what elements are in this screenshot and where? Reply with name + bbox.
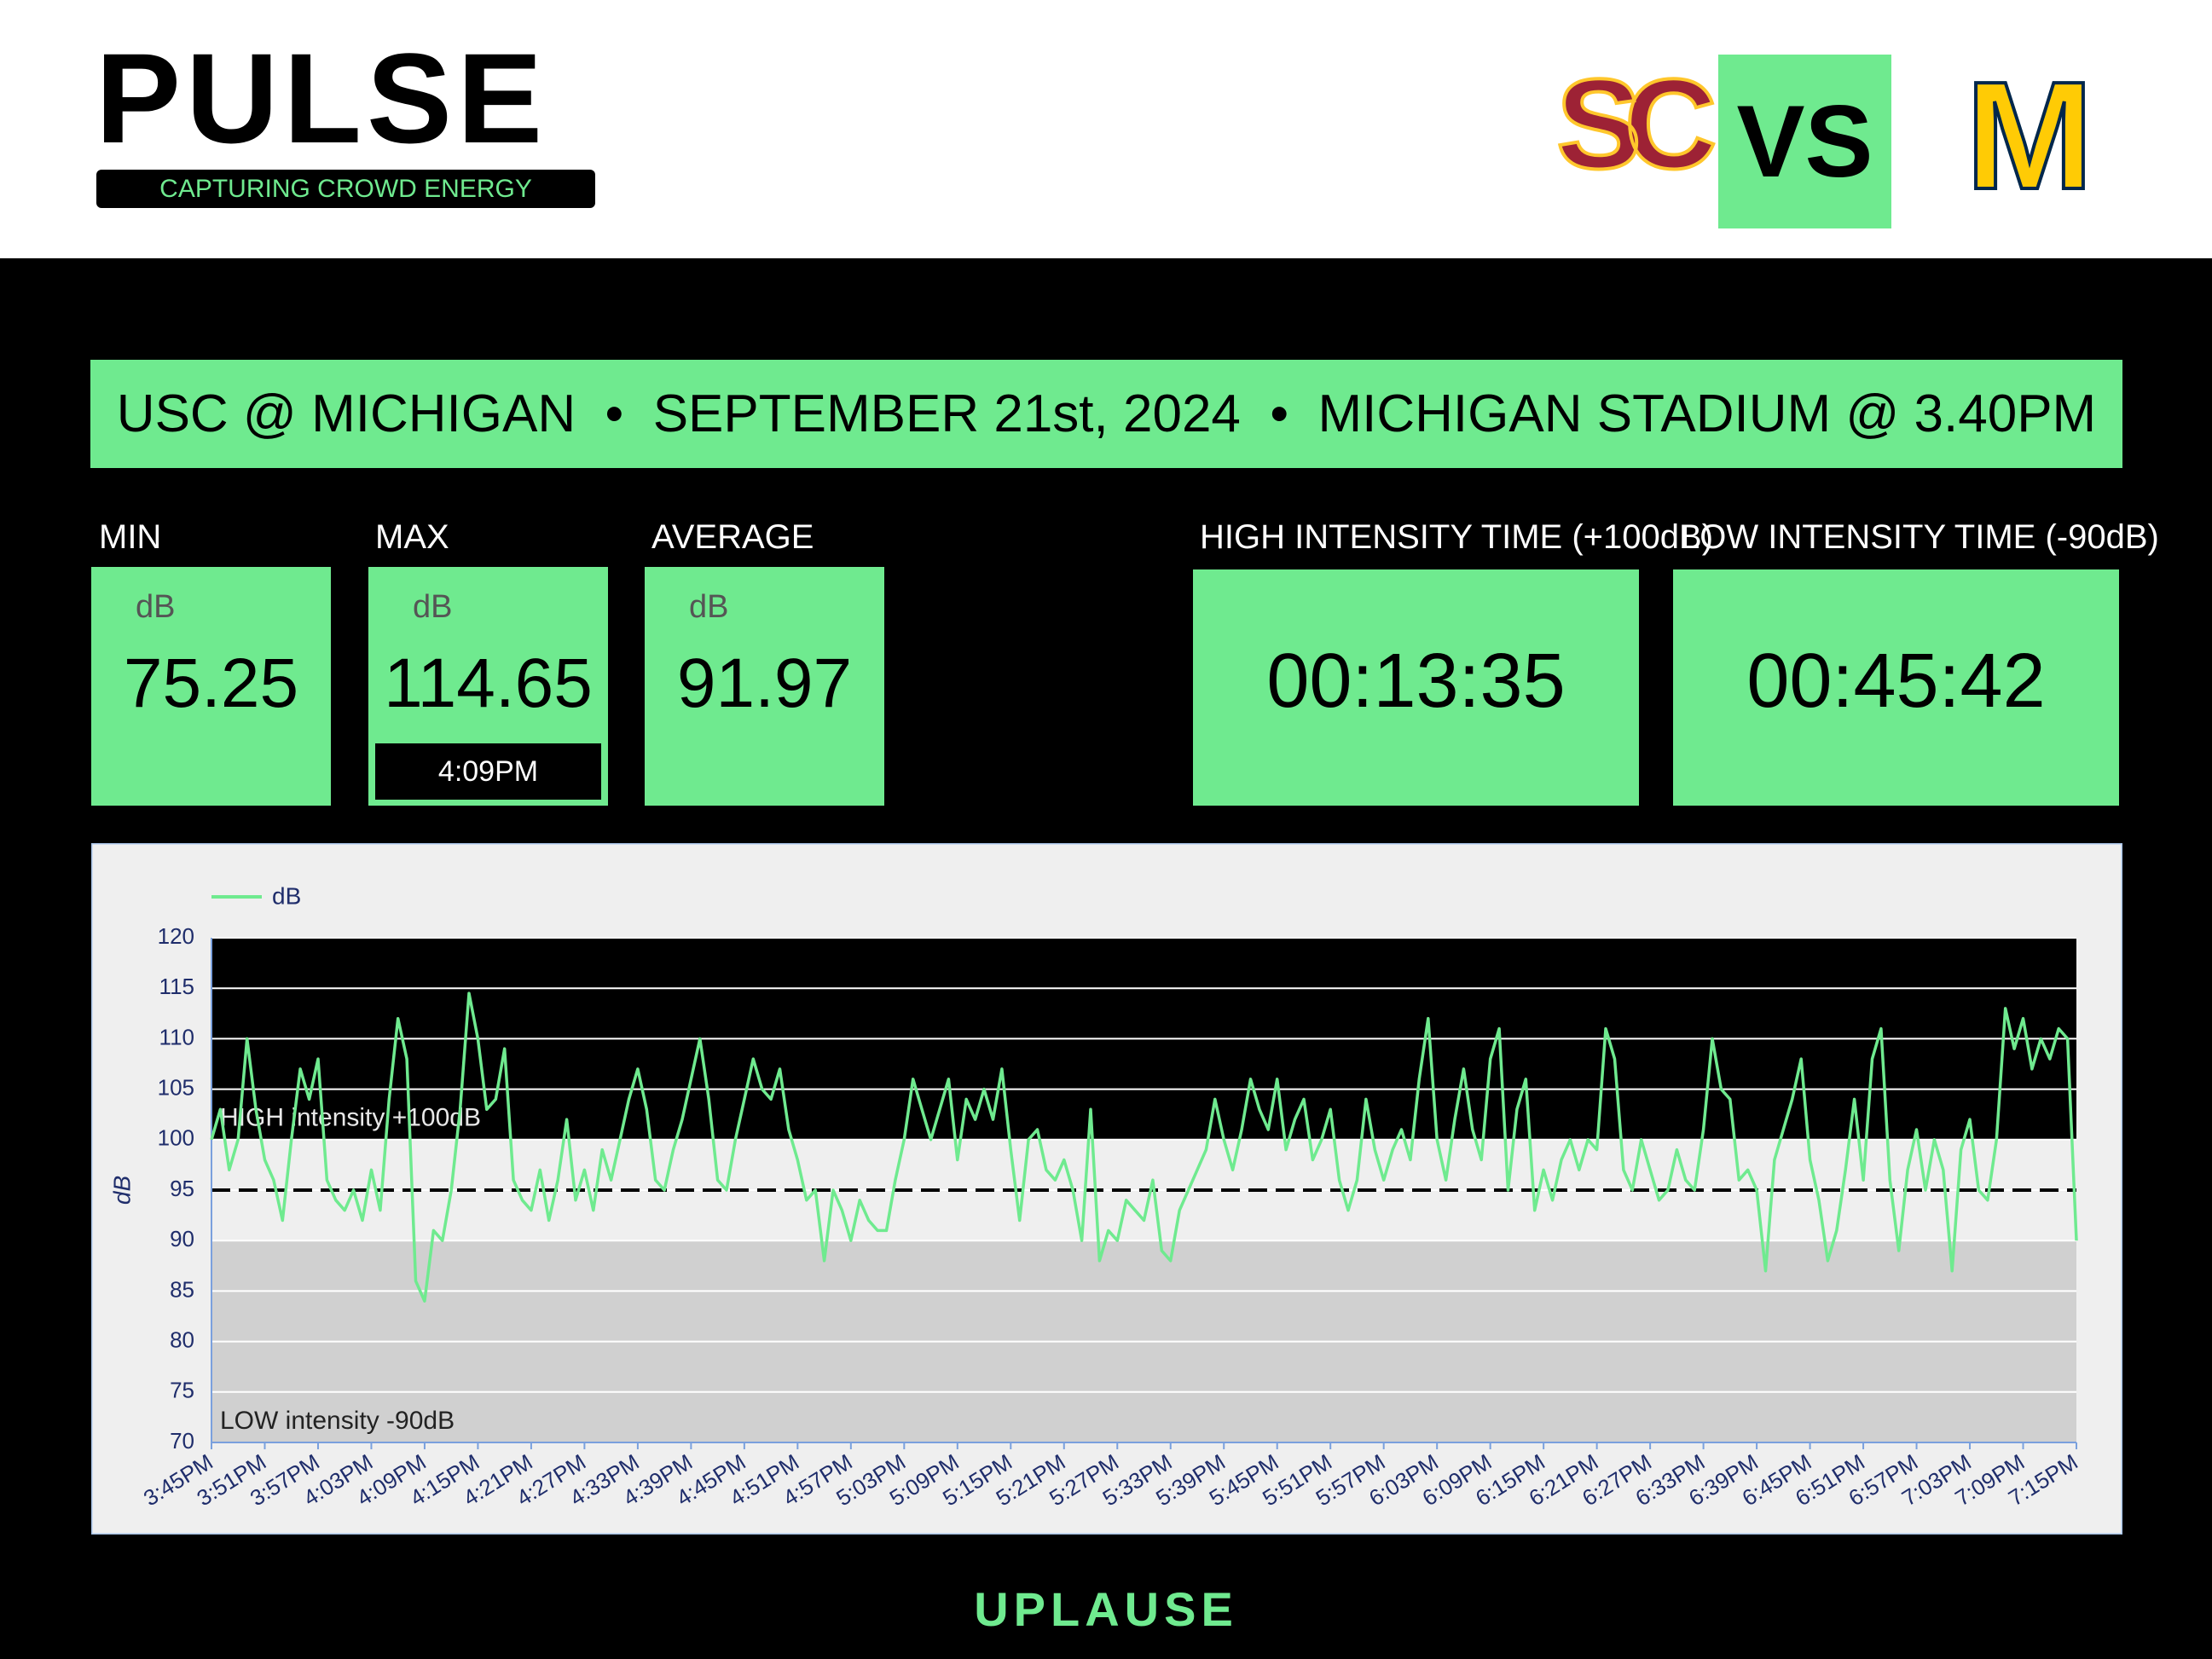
- stat-label: MAX: [375, 518, 449, 556]
- logo: PULSE: [96, 26, 548, 170]
- stat-unit: dB: [689, 589, 729, 625]
- y-tick-label: 90: [170, 1226, 194, 1251]
- legend-label: dB: [272, 882, 301, 909]
- stat-value: 91.97: [676, 645, 853, 722]
- y-tick-label: 85: [170, 1276, 194, 1302]
- chart: 70 75 80 85 90 95 100 105 110 115 120 dB HIGH intens…: [91, 843, 2122, 1535]
- stat-value: 00:13:35: [1266, 639, 1566, 724]
- stat-box: dB 91.97: [645, 567, 884, 806]
- y-tick-label: 105: [158, 1074, 194, 1100]
- stat-box: dB 114.65 4:09PM: [368, 567, 608, 806]
- y-tick-label: 110: [159, 1024, 194, 1049]
- stat-value: 75.25: [123, 645, 299, 722]
- home-team-logo: SC: [1555, 50, 1718, 197]
- stat-time: 4:09PM: [375, 743, 601, 800]
- stat-label: HIGH INTENSITY TIME (+100dB): [1200, 518, 1714, 556]
- annotation: HIGH intensity +100dB: [220, 1104, 481, 1132]
- stat-box: 00:45:42: [1673, 569, 2119, 806]
- stat-label: AVERAGE: [651, 518, 814, 556]
- stat-box: 00:13:35: [1193, 569, 1639, 806]
- y-axis-title: dB: [108, 1176, 135, 1205]
- y-tick-label: 115: [159, 974, 194, 999]
- y-tick-label: 120: [158, 923, 194, 949]
- stat-label: MIN: [99, 518, 162, 556]
- away-team-logo: M: [1964, 50, 2095, 222]
- stat-label: LOW INTENSITY TIME (-90dB): [1681, 518, 2159, 556]
- stat-value: 114.65: [384, 645, 593, 722]
- y-tick-label: 80: [170, 1327, 194, 1352]
- versus-badge: VS: [1718, 55, 1891, 228]
- y-tick-label: 100: [158, 1125, 194, 1151]
- stat-value: 00:45:42: [1746, 639, 2046, 724]
- y-tick-label: 75: [170, 1378, 194, 1403]
- header: PULSE CAPTURING CROWD ENERGY SC VS M: [0, 0, 2212, 258]
- stat-unit: dB: [136, 589, 176, 625]
- stat-box: dB 75.25: [91, 567, 331, 806]
- data-line: [210, 991, 2078, 1303]
- y-tick-label: 70: [170, 1428, 194, 1454]
- game-banner: USC @ MICHIGAN • SEPTEMBER 21st, 2024 • …: [90, 360, 2122, 468]
- annotation: LOW intensity -90dB: [220, 1407, 455, 1435]
- y-tick-label: 95: [170, 1176, 194, 1201]
- chart-frame: [91, 843, 2122, 1535]
- tagline: CAPTURING CROWD ENERGY: [96, 170, 595, 208]
- stat-unit: dB: [413, 589, 453, 625]
- footer-brand: UPLAUSE: [974, 1582, 1238, 1636]
